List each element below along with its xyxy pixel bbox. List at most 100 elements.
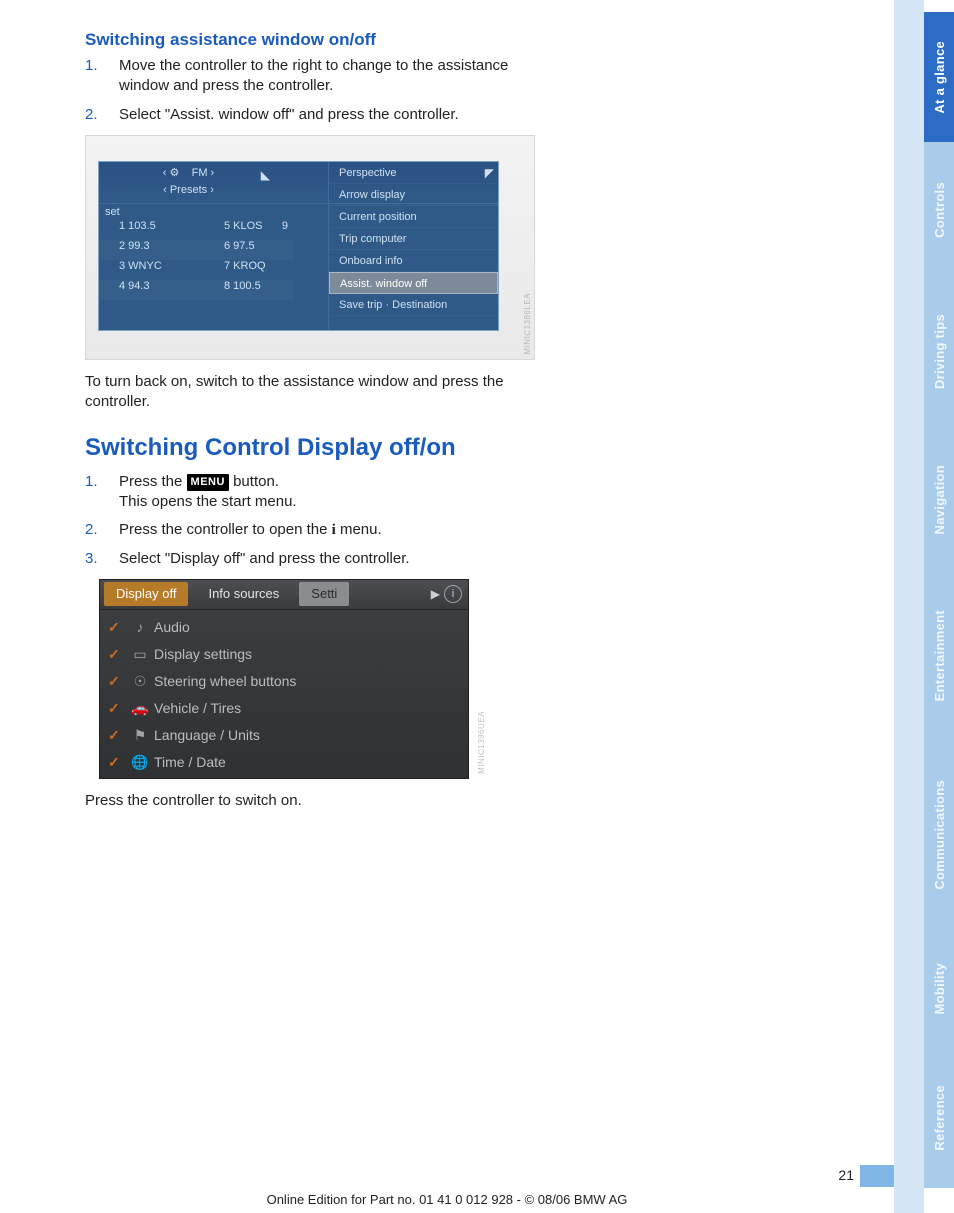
cell: 3 WNYC: [119, 260, 162, 272]
menu-button-badge: MENU: [187, 474, 229, 491]
cell: 6 97.5: [224, 240, 255, 252]
assist-item[interactable]: Trip computer: [329, 228, 498, 250]
scroll-right-icon[interactable]: ▶: [431, 587, 440, 601]
settings-item-label: Time / Date: [154, 754, 226, 770]
check-icon: ✓: [108, 700, 126, 717]
assist-item[interactable]: Onboard info: [329, 250, 498, 272]
idrive-header-line2: ‹ Presets ›: [99, 184, 278, 196]
assist-window-panel: ◤ Perspective Arrow display Current posi…: [328, 162, 498, 330]
image-code: MINIC1396UEA: [477, 711, 486, 774]
side-tab-entertainment[interactable]: Entertainment: [924, 572, 954, 740]
steering-wheel-icon: ☉: [126, 673, 154, 690]
settings-item-label: Vehicle / Tires: [154, 700, 241, 716]
side-tab-driving-tips[interactable]: Driving tips: [924, 277, 954, 427]
tabs-row: Display off Info sources Setti ▶ i: [100, 580, 468, 610]
settings-item-display[interactable]: ✓ ▭ Display settings: [100, 641, 468, 668]
radio-row: 3 WNYC 7 KROQ: [99, 260, 294, 280]
step-text: Select "Assist. window off" and press th…: [115, 105, 535, 125]
settings-item-audio[interactable]: ✓ ♪ Audio: [100, 614, 468, 641]
check-icon: ✓: [108, 673, 126, 690]
text-fragment: Press the: [119, 473, 187, 490]
settings-item-time[interactable]: ✓ 🌐 Time / Date: [100, 749, 468, 776]
list-item: 2. Select "Assist. window off" and press…: [85, 105, 535, 125]
assist-window-list: Perspective Arrow display Current positi…: [329, 162, 498, 316]
idrive-header-line1-prefix: ‹ ⚙: [163, 167, 180, 179]
step-number: 1.: [85, 472, 115, 513]
radio-row: 4 94.3 8 100.5: [99, 280, 294, 300]
settings-item-language[interactable]: ✓ ⚑ Language / Units: [100, 722, 468, 749]
step-text: Move the controller to the right to chan…: [115, 56, 535, 97]
idrive-header-line1: ‹ ⚙ FM ›: [99, 166, 278, 179]
screenshot-display-off: Display off Info sources Setti ▶ i ✓ ♪ A…: [99, 579, 469, 779]
settings-item-label: Audio: [154, 619, 190, 635]
step-number: 2.: [85, 520, 115, 540]
cell: 4 94.3: [119, 280, 150, 292]
list-item: 1. Press the MENU button. This opens the…: [85, 472, 535, 513]
settings-item-steering[interactable]: ✓ ☉ Steering wheel buttons: [100, 668, 468, 695]
assist-item[interactable]: Save trip · Destination: [329, 294, 498, 316]
image-code: MINIC1386LEA: [523, 293, 532, 355]
side-tab-label: Navigation: [932, 465, 947, 534]
vehicle-icon: 🚗: [126, 700, 154, 717]
side-tab-label: Reference: [932, 1085, 947, 1151]
assist-item[interactable]: Perspective: [329, 162, 498, 184]
screenshot-assist-window: ‹ ⚙ FM › ‹ Presets › ◣ set 1 103.5 5 KLO…: [85, 135, 535, 360]
idrive-header-line1-suffix: FM ›: [192, 167, 215, 179]
side-tab-reference[interactable]: Reference: [924, 1048, 954, 1188]
side-tabs: At a glanceControlsDriving tips Navigatio…: [894, 0, 954, 1213]
audio-icon: ♪: [126, 619, 154, 635]
radio-preset-panel: set 1 103.5 5 KLOS 9 2 99.3 6 97.5 3 WNY…: [99, 204, 294, 330]
check-icon: ✓: [108, 646, 126, 663]
settings-item-label: Display settings: [154, 646, 252, 662]
assist-item[interactable]: Arrow display: [329, 184, 498, 206]
check-icon: ✓: [108, 727, 126, 744]
section1-steps: 1. Move the controller to the right to c…: [85, 56, 535, 125]
side-tab-at-a-glance[interactable]: At a glance: [924, 12, 954, 142]
settings-list: ✓ ♪ Audio ✓ ▭ Display settings ✓ ☉ Steer…: [100, 610, 468, 780]
step-text: Press the controller to open the i menu.: [115, 520, 535, 540]
section2-steps: 1. Press the MENU button. This opens the…: [85, 472, 535, 569]
page: Switching assistance window on/off 1. Mo…: [0, 0, 954, 1213]
side-tab-label: Entertainment: [932, 610, 947, 701]
tab-info-sources[interactable]: Info sources: [196, 582, 291, 606]
text-fragment: Press the controller to open the: [119, 521, 332, 538]
idrive-split-arrow-icon: ◣: [261, 168, 270, 182]
page-number: 21: [838, 1167, 854, 1183]
list-item: 1. Move the controller to the right to c…: [85, 56, 535, 97]
text-fragment: menu.: [340, 521, 382, 538]
footer-text: Online Edition for Part no. 01 41 0 012 …: [0, 1192, 894, 1207]
step-text: Select "Display off" and press the contr…: [115, 549, 535, 569]
section1-after: To turn back on, switch to the assistanc…: [85, 372, 535, 413]
side-tab-label: Communications: [932, 780, 947, 890]
side-tab-communications[interactable]: Communications: [924, 740, 954, 930]
settings-item-label: Language / Units: [154, 727, 260, 743]
info-circle-icon[interactable]: i: [444, 585, 462, 603]
assist-item[interactable]: Current position: [329, 206, 498, 228]
side-tab-navigation[interactable]: Navigation: [924, 427, 954, 572]
assist-item-selected[interactable]: Assist. window off: [329, 272, 498, 294]
globe-icon: 🌐: [126, 754, 154, 771]
text-fragment: button.: [233, 473, 279, 490]
side-tab-mobility[interactable]: Mobility: [924, 930, 954, 1048]
list-item: 2. Press the controller to open the i me…: [85, 520, 535, 540]
section1-title: Switching assistance window on/off: [85, 30, 535, 50]
radio-row: 1 103.5 5 KLOS 9: [99, 220, 294, 240]
tab-settings[interactable]: Setti: [299, 582, 349, 606]
check-icon: ✓: [108, 619, 126, 636]
settings-item-vehicle[interactable]: ✓ 🚗 Vehicle / Tires: [100, 695, 468, 722]
panel-arrow-icon: ◤: [485, 166, 494, 180]
tab-display-off[interactable]: Display off: [104, 582, 188, 606]
cell: 7 KROQ: [224, 260, 266, 272]
cell: 5 KLOS: [224, 220, 263, 232]
side-tab-controls[interactable]: Controls: [924, 142, 954, 277]
flag-icon: ⚑: [126, 727, 154, 744]
section2-after: Press the controller to switch on.: [85, 791, 535, 811]
settings-item-label: Steering wheel buttons: [154, 673, 296, 689]
content-column: Switching assistance window on/off 1. Mo…: [85, 30, 535, 821]
step-number: 2.: [85, 105, 115, 125]
radio-row: 2 99.3 6 97.5: [99, 240, 294, 260]
check-icon: ✓: [108, 754, 126, 771]
cell: 8 100.5: [224, 280, 261, 292]
page-marker: [860, 1165, 894, 1187]
section2-title: Switching Control Display off/on: [85, 434, 535, 462]
